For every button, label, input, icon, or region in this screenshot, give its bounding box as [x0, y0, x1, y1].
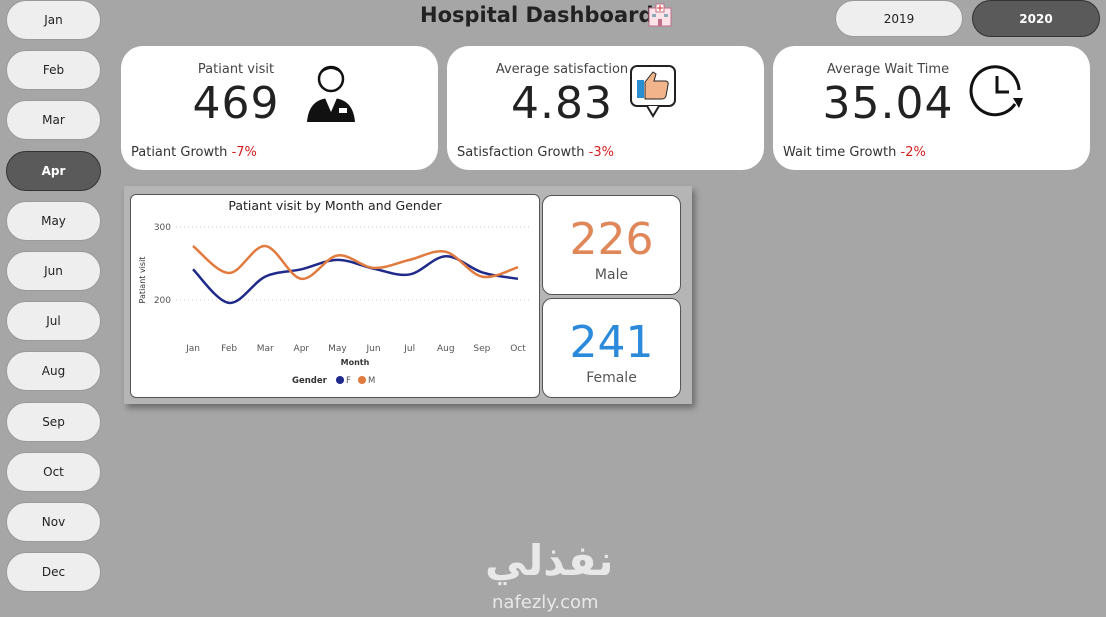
- gender-card: 241 Female: [542, 298, 681, 398]
- month-button[interactable]: Jul: [6, 301, 101, 342]
- hospital-icon: [648, 3, 672, 27]
- legend-marker: [336, 376, 344, 384]
- x-tick-label: Mar: [257, 344, 274, 354]
- kpi-label: Average Wait Time: [826, 62, 950, 77]
- growth-value: -7%: [231, 145, 257, 160]
- legend-label: M: [368, 376, 375, 386]
- month-button[interactable]: Mar: [6, 100, 101, 141]
- x-axis-label: Month: [341, 358, 370, 367]
- month-button[interactable]: Jan: [6, 0, 101, 40]
- gender-value: 226: [569, 214, 654, 265]
- month-button[interactable]: Jun: [6, 251, 101, 291]
- month-button[interactable]: Oct: [6, 451, 101, 492]
- x-tick-label: Apr: [294, 344, 310, 354]
- x-tick-label: Jun: [366, 344, 381, 354]
- month-button[interactable]: Dec: [6, 552, 101, 593]
- kpi-value: 35.04: [822, 78, 954, 129]
- month-button[interactable]: Sep: [6, 401, 101, 442]
- growth-value: -2%: [900, 145, 926, 160]
- y-axis-label: Patiant visit: [138, 257, 147, 304]
- kpi-growth: Wait time Growth -2%: [783, 145, 926, 160]
- kpi-value: 469: [192, 78, 280, 129]
- growth-value: -3%: [588, 145, 614, 160]
- x-tick-label: Sep: [473, 344, 490, 354]
- kpi-icon: [303, 62, 359, 128]
- series-line: [192, 254, 519, 305]
- x-tick-label: Feb: [221, 344, 237, 354]
- kpi-value: 4.83: [511, 78, 613, 129]
- legend-title: Gender: [292, 376, 328, 386]
- year-button[interactable]: 2019: [835, 0, 963, 37]
- month-button[interactable]: Nov: [6, 502, 101, 542]
- legend-label: F: [346, 376, 351, 386]
- kpi-card: Patiant visit 469 Patiant Growth -7%: [121, 46, 438, 170]
- month-button[interactable]: Aug: [6, 351, 101, 392]
- watermark-arabic: نفذلي: [485, 536, 614, 585]
- gender-label: Female: [586, 370, 637, 386]
- month-button[interactable]: Apr: [6, 150, 101, 191]
- kpi-card: Average Wait Time 35.04 Wait time Growth -…: [773, 46, 1090, 170]
- year-button[interactable]: 2020: [972, 0, 1100, 37]
- kpi-card: Average satisfaction 4.83 Satisfaction Gro…: [447, 46, 764, 170]
- x-tick-label: Oct: [510, 344, 526, 354]
- month-button[interactable]: Feb: [6, 50, 101, 91]
- month-button[interactable]: May: [6, 200, 101, 241]
- y-tick-label: 200: [154, 296, 171, 306]
- page-title: Hospital Dashboard: [420, 3, 654, 27]
- x-tick-label: Jul: [403, 344, 415, 354]
- x-tick-label: Aug: [437, 344, 455, 354]
- series-line: [192, 244, 519, 281]
- kpi-icon: [969, 62, 1029, 126]
- watermark-latin: nafezly.com: [492, 592, 599, 613]
- growth-label: Wait time Growth: [783, 145, 897, 160]
- growth-label: Satisfaction Growth: [457, 145, 585, 160]
- kpi-icon: [629, 62, 679, 128]
- gender-value: 241: [569, 317, 654, 368]
- growth-label: Patiant Growth: [131, 145, 228, 160]
- chart: Patiant visit by Month and Gender 200 300 P…: [138, 198, 530, 386]
- y-tick-label: 300: [154, 223, 171, 233]
- legend-marker: [358, 376, 366, 384]
- kpi-growth: Satisfaction Growth -3%: [457, 145, 614, 160]
- x-tick-label: May: [328, 344, 347, 354]
- chart-title: Patiant visit by Month and Gender: [228, 198, 442, 213]
- kpi-label: Average satisfaction: [495, 62, 629, 77]
- kpi-label: Patiant visit: [197, 62, 275, 77]
- chart-frame: [130, 194, 540, 398]
- kpi-growth: Patiant Growth -7%: [131, 145, 257, 160]
- gender-card: 226 Male: [542, 195, 681, 295]
- x-tick-label: Jan: [185, 344, 200, 354]
- gender-label: Male: [594, 267, 629, 283]
